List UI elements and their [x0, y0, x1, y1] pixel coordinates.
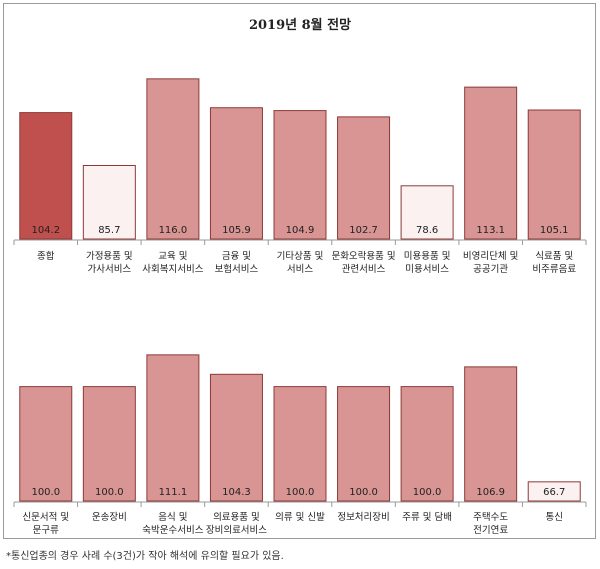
data-label: 104.2 — [31, 225, 60, 236]
category-label: 미용서비스 — [405, 264, 449, 275]
footnote: *통신업종의 경우 사례 수(3건)가 작아 해석에 유의할 필요가 있음. — [6, 551, 284, 562]
bar — [273, 386, 327, 502]
category-label: 가사서비스 — [87, 264, 131, 275]
category-label: 장비의료서비스 — [206, 525, 267, 536]
category-label: 교육 및 — [158, 250, 187, 262]
category-label: 정보처리장비 — [337, 511, 389, 523]
data-label: 85.7 — [98, 225, 120, 236]
bar — [82, 386, 136, 502]
bar — [400, 185, 454, 240]
category-label: 보험서비스 — [215, 264, 259, 275]
bar — [464, 86, 518, 240]
data-label: 106.9 — [476, 487, 505, 498]
category-label: 의료용품 및 — [213, 511, 260, 523]
data-label: 100.0 — [413, 487, 442, 498]
category-label: 주류 및 담배 — [402, 511, 452, 523]
data-label: 66.7 — [543, 487, 565, 498]
bar — [146, 354, 200, 502]
bar — [337, 116, 391, 240]
category-label: 문화오락용품 및 — [331, 250, 395, 262]
bar — [209, 107, 263, 240]
category-label: 비영리단체 및 — [463, 250, 519, 262]
bar — [19, 112, 73, 240]
bar — [400, 386, 454, 502]
category-label: 전기연료 — [473, 525, 508, 536]
bar — [209, 373, 263, 502]
data-label: 100.0 — [95, 487, 124, 498]
bar — [527, 481, 581, 502]
category-label: 비주류음료 — [532, 264, 576, 275]
bar — [337, 386, 391, 502]
category-label: 숙박운수서비스 — [142, 525, 203, 536]
data-label: 100.0 — [31, 487, 60, 498]
category-label: 기타상품 및 — [277, 250, 324, 262]
category-label: 가정용품 및 — [86, 250, 133, 262]
data-label: 113.1 — [476, 225, 505, 236]
bar — [273, 110, 327, 240]
data-label: 104.9 — [286, 225, 315, 236]
category-label: 통신 — [545, 512, 562, 523]
category-label: 의류 및 신발 — [275, 511, 325, 523]
category-label: 운송장비 — [92, 512, 127, 523]
data-label: 105.1 — [540, 225, 569, 236]
data-label: 104.3 — [222, 487, 251, 498]
bar — [527, 109, 581, 240]
data-label: 100.0 — [349, 487, 378, 498]
data-label: 102.7 — [349, 225, 378, 236]
category-label: 주택수도 — [473, 512, 508, 523]
category-label: 문구류 — [33, 525, 59, 536]
category-label: 미용용품 및 — [404, 250, 451, 262]
bar — [464, 366, 518, 502]
data-label: 78.6 — [416, 225, 438, 236]
data-label: 105.9 — [222, 225, 251, 236]
data-label: 111.1 — [159, 487, 188, 498]
category-label: 관련서비스 — [342, 264, 386, 275]
chart-title: 2019년 8월 전망 — [248, 18, 352, 33]
bar — [146, 78, 200, 240]
category-label: 공공기관 — [473, 264, 508, 275]
category-label: 금융 및 — [222, 250, 251, 262]
category-label: 음식 및 — [158, 511, 187, 523]
data-label: 100.0 — [286, 487, 315, 498]
category-label: 종합 — [37, 251, 55, 262]
bar — [82, 164, 136, 240]
category-label: 사회복지서비스 — [142, 264, 203, 275]
category-label: 서비스 — [287, 264, 313, 275]
category-label: 식료품 및 — [535, 250, 573, 262]
category-label: 신문서적 및 — [22, 511, 69, 523]
bar — [19, 386, 73, 502]
data-label: 116.0 — [159, 225, 188, 236]
